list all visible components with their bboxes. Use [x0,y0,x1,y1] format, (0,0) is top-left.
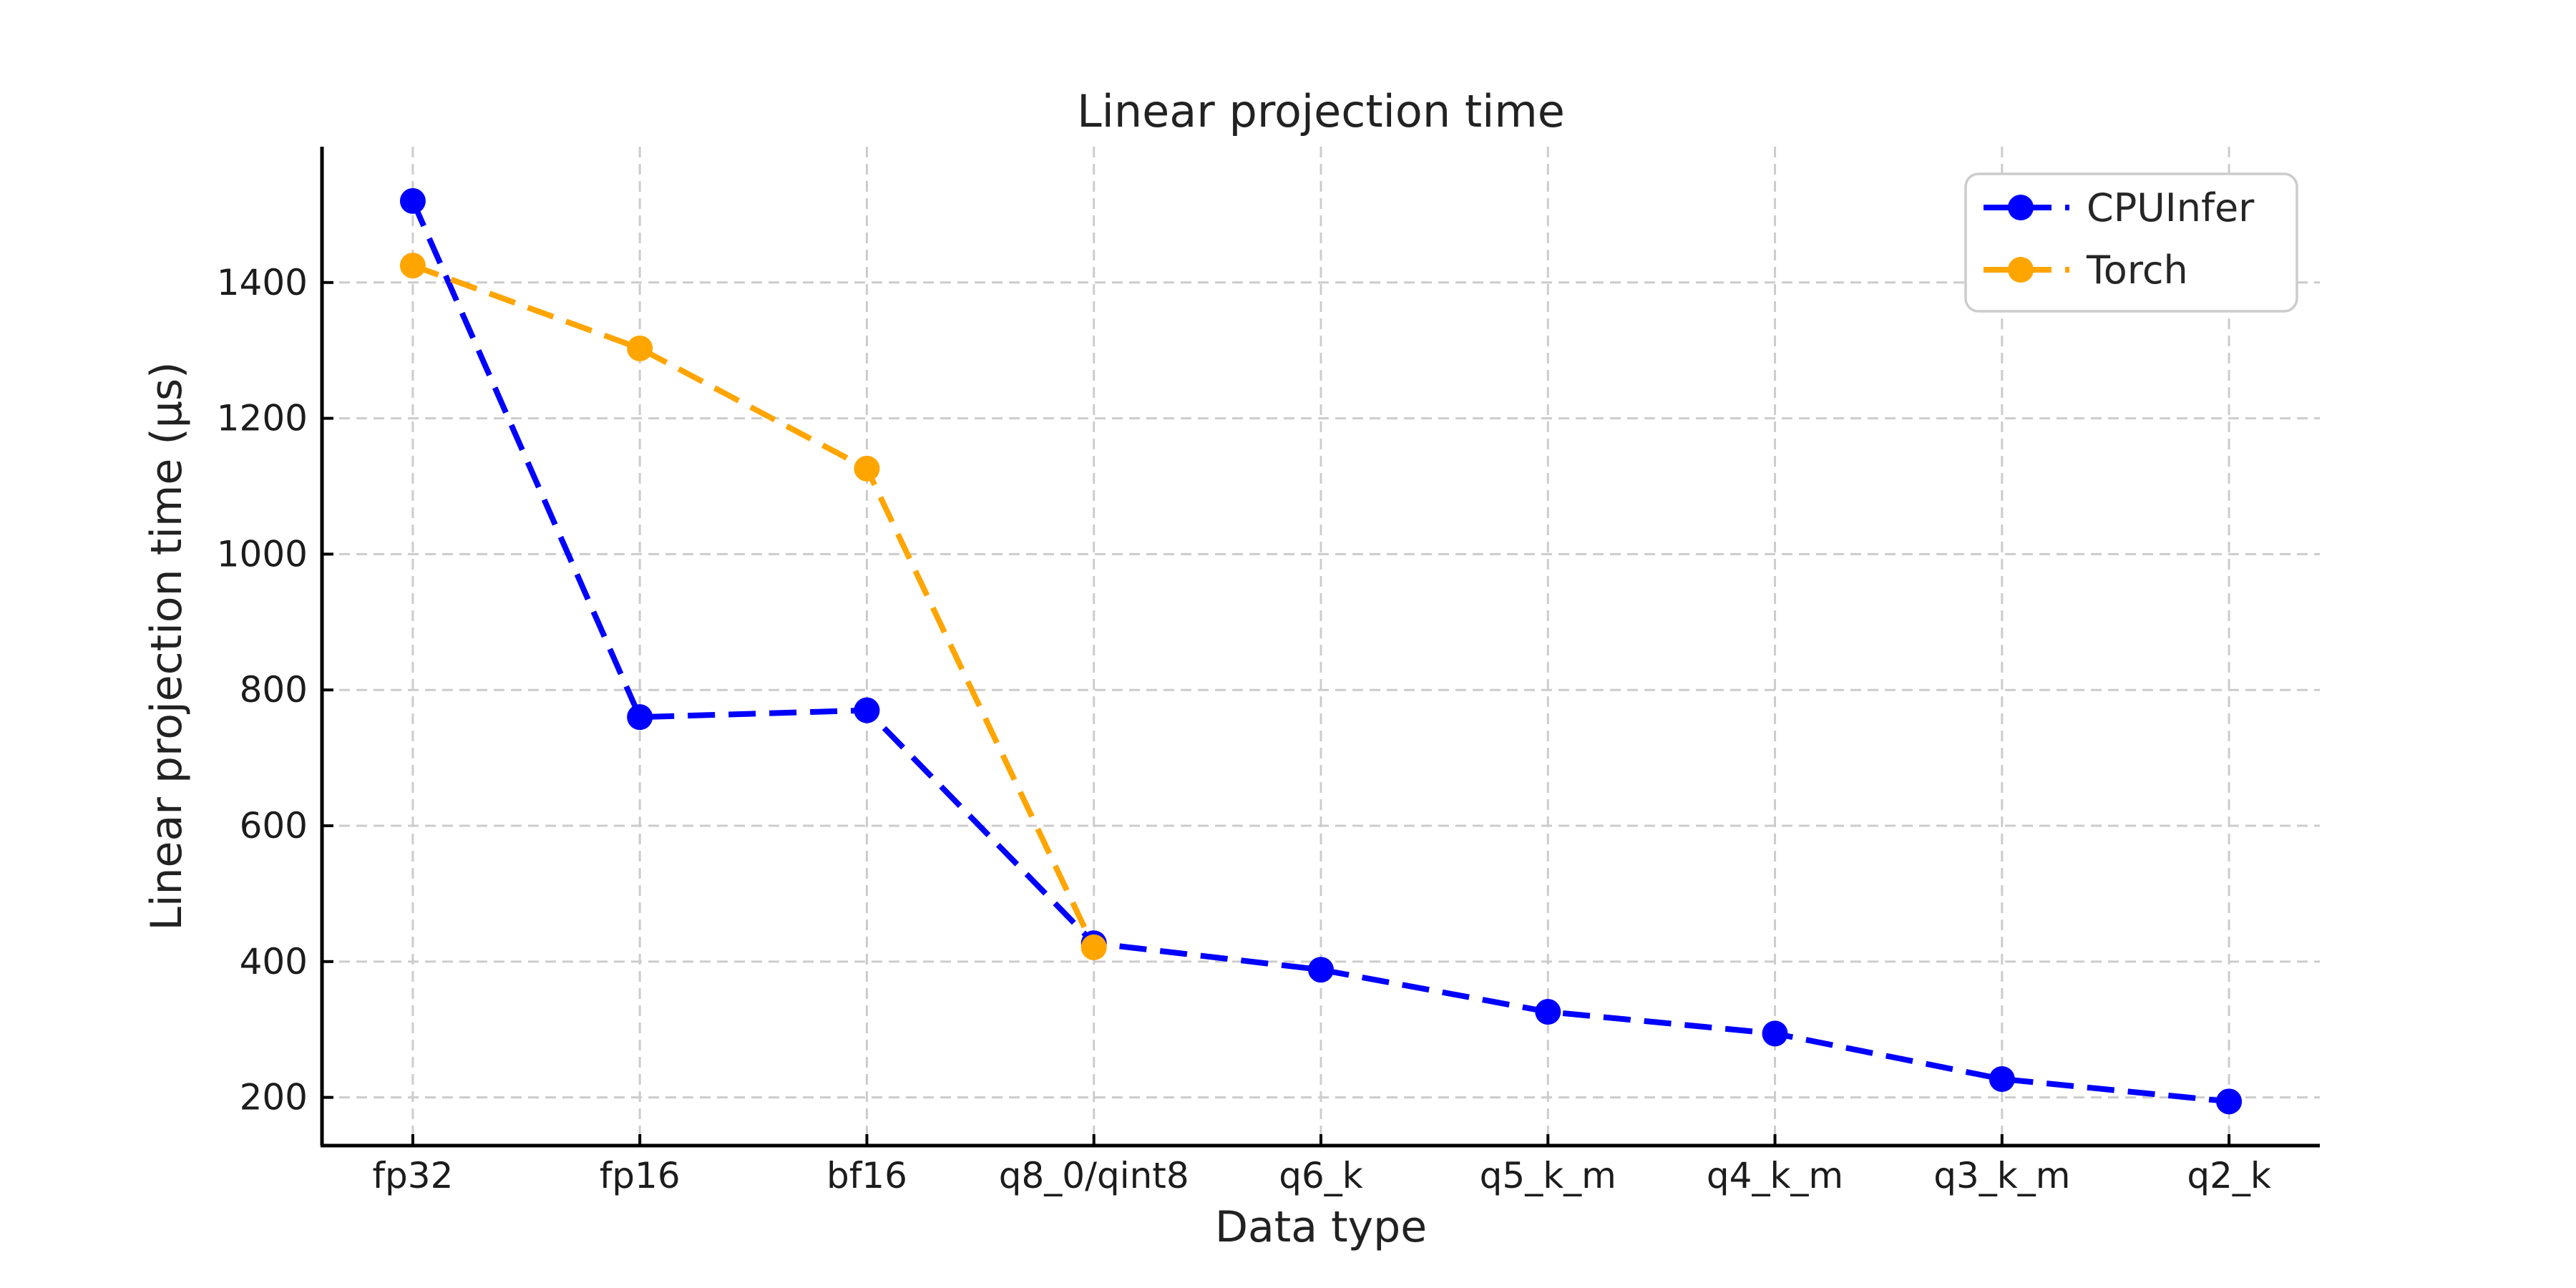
series-line-cpuinfer [410,200,2230,1105]
x-tick-label: q2_k [2187,1155,2271,1196]
gridlines [322,147,2320,1146]
data-point-cpuinfer-q3_k_m [1989,1065,2015,1092]
legend-marker-cpuinfer [2008,195,2034,220]
y-tick-label: 1400 [217,262,308,303]
x-tick-label: q4_k_m [1707,1155,1843,1196]
data-point-cpuinfer-q2_k [2216,1088,2243,1115]
x-tick-label: bf16 [826,1155,907,1196]
legend: CPUInfer Torch [1964,172,2298,313]
data-point-torch-fp16 [627,335,653,361]
data-point-torch-q8_0/qint8 [1080,934,1107,960]
data-point-cpuinfer-q5_k_m [1535,999,1561,1025]
legend-marker-torch [2008,257,2034,283]
data-point-cpuinfer-q4_k_m [1762,1020,1788,1047]
x-tick-label: q3_k_m [1933,1155,2070,1196]
data-point-cpuinfer-fp16 [627,704,653,731]
tick-marks [322,280,2231,1146]
data-point-cpuinfer-bf16 [854,697,880,723]
tick-labels: fp32 fp16 bf16 q8_0/qint8 q6_k q5_k_m q4_k_m q3… [217,262,2271,1196]
y-tick-label: 800 [240,669,308,711]
legend-label-cpuinfer: CPUInfer [2087,185,2255,230]
y-tick-label: 400 [240,941,308,982]
legend-label-torch: Torch [2086,248,2188,293]
data-point-torch-fp32 [399,253,426,279]
x-axis-label: Data type [1215,1202,1427,1252]
x-tick-label: fp16 [600,1155,680,1196]
y-tick-label: 200 [240,1077,308,1118]
data-point-cpuinfer-fp32 [399,187,426,214]
x-tick-label: q5_k_m [1480,1155,1616,1196]
x-tick-label: q8_0/qint8 [999,1155,1189,1196]
series-group [399,187,2243,1115]
y-tick-label: 1000 [217,533,308,575]
series-line-torch [411,263,1097,949]
y-tick-label: 1200 [217,398,308,439]
y-tick-label: 600 [240,805,308,847]
chart-title: Linear projection time [1077,85,1565,137]
data-point-cpuinfer-q6_k [1308,957,1334,983]
y-axis-label: Linear projection time (µs) [142,361,192,930]
data-point-torch-bf16 [854,455,880,482]
x-tick-label: fp32 [372,1155,453,1196]
x-tick-label: q6_k [1279,1155,1363,1196]
